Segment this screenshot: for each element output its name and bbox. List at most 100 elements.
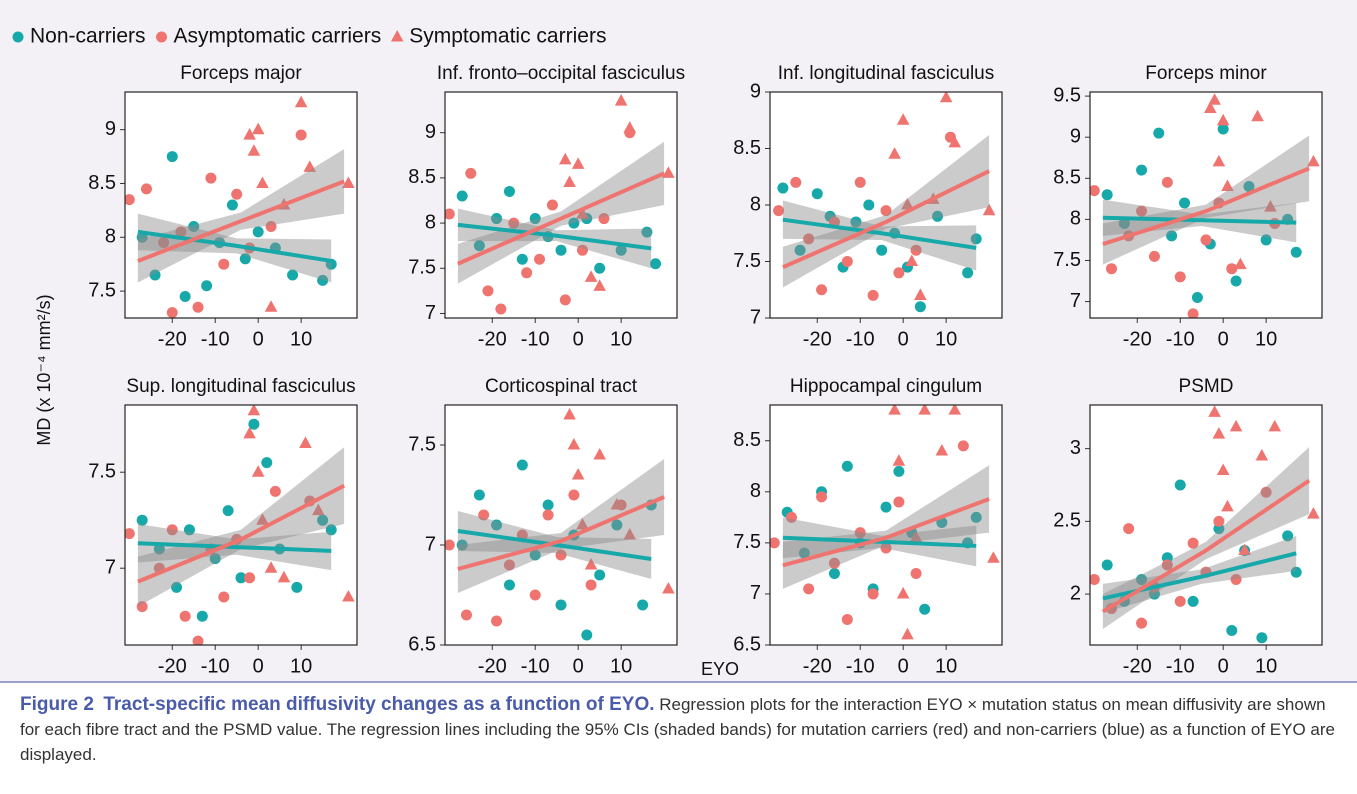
legend-label: Asymptomatic carriers	[174, 25, 382, 48]
x-tick-label: 10	[610, 655, 632, 677]
point	[611, 519, 623, 531]
plot-content	[1090, 405, 1320, 644]
point	[1161, 176, 1173, 188]
figure-title: Tract-specific mean diffusivity changes …	[103, 694, 655, 715]
confidence-band	[1102, 135, 1310, 265]
point	[1282, 530, 1294, 542]
point	[1226, 263, 1238, 275]
point	[491, 519, 503, 531]
x-tick-label: -20	[1123, 328, 1152, 350]
point	[325, 524, 337, 536]
x-tick-label: -20	[803, 655, 832, 677]
panel-title: PSMD	[1179, 376, 1234, 397]
confidence-band	[457, 459, 665, 593]
point	[593, 448, 606, 460]
point	[1105, 263, 1117, 275]
regression-line	[457, 529, 652, 561]
point	[473, 240, 485, 252]
confidence-band	[1102, 447, 1310, 629]
point	[880, 542, 892, 554]
point	[1187, 537, 1199, 549]
point	[957, 440, 969, 452]
point	[503, 579, 515, 591]
point	[816, 491, 828, 503]
y-tick-label: 7.5	[408, 257, 436, 279]
y-tick-label: 7.5	[733, 250, 761, 272]
x-tick-label: -20	[158, 655, 187, 677]
plot-content	[1090, 93, 1320, 318]
panel-title: Inf. longitudinal fasciculus	[778, 63, 995, 84]
point	[770, 537, 780, 549]
x-tick-label: -10	[201, 328, 230, 350]
point	[205, 172, 217, 184]
point	[948, 405, 962, 415]
point	[222, 505, 234, 517]
y-tick-label: 7	[425, 302, 436, 324]
plot-content	[125, 405, 355, 645]
plot-area	[445, 92, 677, 318]
point	[248, 418, 260, 430]
point	[542, 509, 554, 521]
point	[445, 208, 455, 220]
point	[491, 615, 503, 627]
y-tick-label: 8.5	[733, 137, 761, 159]
point	[1212, 154, 1226, 167]
y-tick-label: 9	[1070, 125, 1081, 147]
point	[1307, 154, 1320, 167]
point	[1187, 308, 1199, 318]
panel: PSMD 2 2.5 3 -20 -10 0 10	[1053, 376, 1323, 677]
point	[251, 465, 265, 477]
legend-marker	[12, 31, 24, 43]
point	[243, 426, 256, 439]
point	[192, 301, 204, 313]
point	[568, 489, 580, 501]
y-tick-label: 7.5	[408, 433, 436, 455]
x-axis-label: EYO	[701, 659, 739, 679]
point	[252, 226, 264, 238]
point	[909, 530, 923, 543]
point	[473, 489, 485, 501]
regression-line	[457, 171, 665, 266]
point	[1174, 271, 1186, 283]
point	[342, 176, 355, 189]
point	[445, 539, 455, 551]
panel: Forceps minor 7 7.5 8 8.5 9 9.5 -20 -10 0 10	[1053, 63, 1323, 350]
point	[867, 588, 879, 600]
point	[910, 244, 922, 256]
point	[256, 513, 269, 525]
point	[269, 485, 281, 497]
point	[247, 144, 261, 156]
regression-line	[782, 217, 977, 250]
point	[1255, 448, 1269, 461]
point	[939, 92, 953, 103]
point	[529, 549, 541, 561]
panel-title: Hippocampal cingulum	[790, 376, 982, 397]
point	[1216, 463, 1230, 476]
point	[491, 213, 503, 225]
x-tick-label: -20	[478, 328, 507, 350]
point	[1268, 419, 1282, 432]
point	[841, 613, 853, 625]
point	[1221, 499, 1234, 512]
x-tick-label: -20	[1123, 655, 1152, 677]
x-tick-label: 0	[253, 328, 264, 350]
y-tick-label: 9	[425, 121, 436, 143]
point	[158, 237, 170, 249]
point	[542, 499, 554, 511]
point	[841, 256, 853, 267]
point	[893, 496, 905, 508]
point	[576, 518, 589, 530]
confidence-band	[782, 465, 990, 589]
x-tick-label: 0	[573, 655, 584, 677]
point	[546, 199, 558, 211]
point	[610, 498, 624, 510]
figure: MD (x 10⁻⁴ mm²/s) EYO Non-carriers Asympt…	[0, 0, 1357, 683]
legend-marker	[156, 31, 168, 43]
point	[521, 267, 533, 279]
y-tick-label: 7	[1070, 290, 1081, 312]
point	[188, 221, 200, 233]
x-tick-label: 0	[253, 655, 264, 677]
plot-content	[770, 405, 1000, 640]
point	[516, 253, 528, 265]
